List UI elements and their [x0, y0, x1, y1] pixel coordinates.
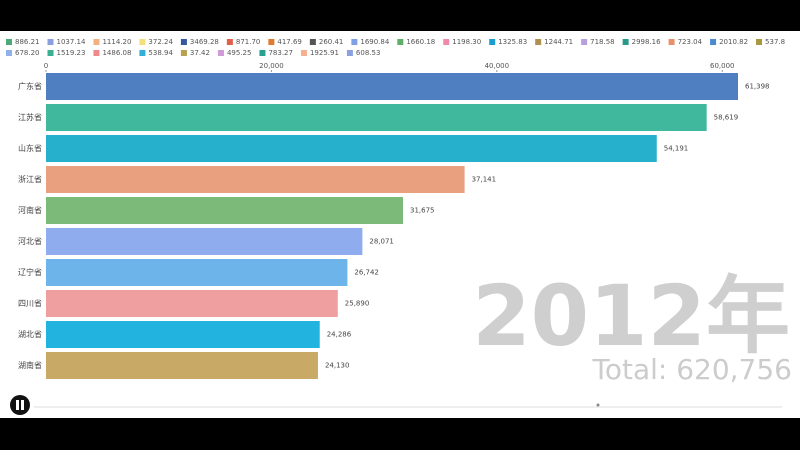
y-tick-label: 河南省 [18, 205, 42, 215]
legend-swatch [93, 50, 100, 56]
y-tick-label: 河北省 [18, 236, 42, 246]
legend-swatch [6, 39, 12, 45]
legend-label: 783.27 [268, 49, 293, 57]
bar [46, 104, 707, 131]
legend-label: 260.41 [319, 38, 344, 46]
legend-swatch [309, 39, 316, 45]
legend-swatch [443, 39, 450, 45]
value-label: 61,398 [745, 83, 770, 91]
value-label: 58,619 [714, 114, 739, 122]
legend-label: 886.21 [15, 38, 40, 46]
legend-swatch [489, 39, 496, 45]
bar [46, 135, 657, 162]
legend-swatch [300, 50, 307, 56]
legend-swatch [180, 39, 187, 45]
legend-swatch [535, 39, 542, 45]
legend-swatch [47, 39, 54, 45]
legend-swatch [6, 50, 12, 56]
y-tick-label: 山东省 [18, 143, 42, 153]
y-tick-label: 江苏省 [18, 112, 42, 122]
pause-icon [21, 400, 24, 410]
legend-label: 718.58 [590, 38, 615, 46]
legend-swatch [351, 39, 358, 45]
legend-label: 372.24 [148, 38, 173, 46]
value-label: 26,742 [354, 269, 379, 277]
x-tick-label: 0 [44, 62, 48, 70]
legend-label: 1325.83 [498, 38, 527, 46]
pause-button[interactable] [10, 395, 30, 415]
legend-label: 1925.91 [310, 49, 339, 57]
y-tick-label: 辽宁省 [18, 267, 42, 277]
bar [46, 73, 738, 100]
bar [46, 290, 338, 317]
legend-label: 1198.30 [452, 38, 481, 46]
legend-swatch [180, 50, 187, 56]
legend-swatch [47, 50, 54, 56]
value-label: 31,675 [410, 207, 435, 215]
x-tick-label: 60,000 [710, 62, 735, 70]
legend-label: 1114.20 [102, 38, 131, 46]
legend-label: 417.69 [277, 38, 302, 46]
bar [46, 166, 465, 193]
legend-label: 608.53 [356, 49, 381, 57]
legend-swatch [710, 39, 717, 45]
y-tick-label: 湖北省 [18, 329, 42, 339]
legend-swatch [217, 50, 224, 56]
legend-label: 1660.18 [406, 38, 435, 46]
legend-label: 495.25 [227, 49, 252, 57]
bar [46, 352, 318, 379]
legend-swatch [346, 50, 353, 56]
legend-label: 538.94 [148, 49, 173, 57]
pause-icon [16, 400, 19, 410]
legend-label: 3469.28 [190, 38, 219, 46]
value-label: 24,130 [325, 362, 350, 370]
legend-label: 37.42 [190, 49, 210, 57]
legend-swatch [397, 39, 404, 45]
legend-swatch [226, 39, 233, 45]
x-tick-label: 20,000 [259, 62, 284, 70]
y-tick-label: 湖南省 [18, 360, 42, 370]
legend-label: 1486.08 [102, 49, 131, 57]
bar [46, 228, 363, 255]
legend-label: 537.8 [765, 38, 785, 46]
legend-label: 871.70 [236, 38, 261, 46]
legend-swatch [622, 39, 629, 45]
bar [46, 259, 348, 286]
legend-label: 2010.82 [719, 38, 748, 46]
legend-swatch [756, 39, 763, 45]
y-tick-label: 四川省 [18, 298, 42, 308]
legend-label: 1037.14 [57, 38, 86, 46]
legend-label: 678.20 [15, 49, 40, 57]
legend-label: 723.04 [678, 38, 703, 46]
total-label: Total: 620,756 [591, 353, 792, 386]
legend-swatch [259, 50, 266, 56]
legend-swatch [93, 39, 100, 45]
y-tick-label: 浙江省 [18, 174, 42, 184]
value-label: 28,071 [369, 238, 394, 246]
bar [46, 197, 404, 224]
legend-swatch [668, 39, 675, 45]
value-label: 54,191 [664, 145, 689, 153]
legend-label: 1244.71 [544, 38, 573, 46]
x-tick-label: 40,000 [485, 62, 510, 70]
period-label: 2012年 [472, 267, 790, 365]
legend-label: 1690.84 [360, 38, 389, 46]
timeline-handle[interactable] [596, 403, 600, 407]
y-tick-label: 广东省 [18, 81, 42, 91]
value-label: 37,141 [472, 176, 497, 184]
bar [46, 321, 320, 348]
legend-swatch [268, 39, 275, 45]
legend-label: 2998.16 [632, 38, 661, 46]
legend-label: 1519.23 [57, 49, 86, 57]
value-label: 24,286 [327, 331, 352, 339]
legend-swatch [581, 39, 588, 45]
value-label: 25,890 [345, 300, 370, 308]
legend-swatch [139, 39, 146, 45]
legend-swatch [139, 50, 146, 56]
